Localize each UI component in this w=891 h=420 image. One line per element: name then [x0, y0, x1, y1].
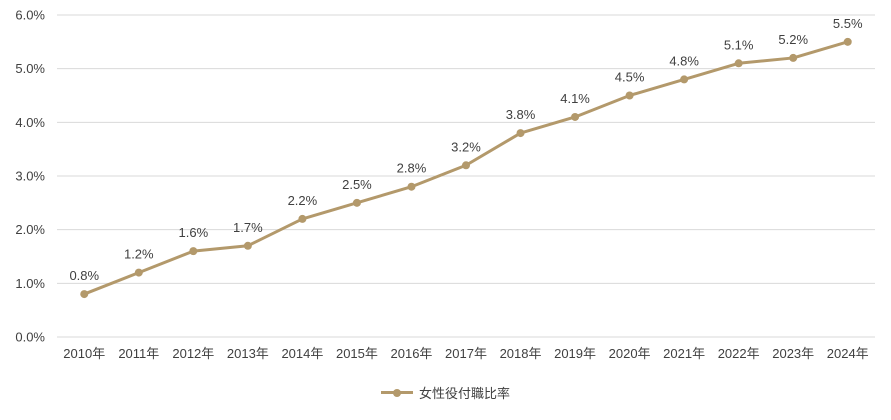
x-axis-tick-label: 2023年 [772, 346, 814, 361]
data-point-marker [680, 75, 689, 84]
y-axis-tick-label: 2.0% [15, 222, 45, 237]
data-label: 1.7% [233, 220, 263, 235]
data-point-marker [243, 241, 252, 250]
y-axis-tick-label: 4.0% [15, 115, 45, 130]
x-axis-tick-label: 2019年 [554, 346, 596, 361]
x-axis-tick-label: 2014年 [281, 346, 323, 361]
x-axis-tick-label: 2018年 [500, 346, 542, 361]
data-point-marker [789, 53, 798, 62]
data-label: 4.8% [669, 53, 699, 68]
data-label: 1.2% [124, 247, 154, 262]
data-point-marker [352, 198, 361, 207]
x-axis-tick-label: 2015年 [336, 346, 378, 361]
data-point-marker [462, 161, 470, 170]
x-axis-tick-label: 2017年 [445, 346, 487, 361]
y-axis-tick-label: 0.0% [15, 330, 45, 345]
data-label: 4.1% [560, 91, 590, 106]
data-label: 2.8% [397, 161, 427, 176]
data-point-marker [134, 268, 143, 277]
data-point-marker [571, 112, 580, 121]
legend-line-marker-icon [380, 388, 413, 397]
data-point-marker [80, 290, 89, 299]
data-label: 5.2% [778, 32, 808, 47]
y-axis-tick-label: 5.0% [15, 61, 45, 76]
data-point-marker [407, 182, 416, 191]
x-axis-tick-label: 2012年 [172, 346, 214, 361]
data-label: 4.5% [615, 70, 645, 85]
x-axis-tick-label: 2024年 [827, 346, 869, 361]
data-point-marker [516, 129, 525, 138]
y-axis-tick-label: 1.0% [15, 276, 45, 291]
legend: 女性役付職比率 [0, 383, 891, 402]
x-axis-tick-label: 2022年 [718, 346, 760, 361]
legend-dot [392, 388, 401, 397]
data-point-marker [734, 59, 743, 68]
data-label: 5.5% [833, 16, 863, 31]
data-label: 3.2% [451, 139, 481, 154]
data-label: 5.1% [724, 37, 754, 52]
x-axis-tick-label: 2011年 [118, 346, 159, 361]
data-point-marker [298, 214, 307, 223]
data-point-marker [843, 37, 852, 46]
data-label: 3.8% [506, 107, 536, 122]
y-axis-tick-label: 6.0% [15, 8, 45, 23]
x-axis-tick-label: 2013年 [227, 346, 269, 361]
data-label: 2.5% [342, 177, 372, 192]
data-point-marker [625, 91, 634, 100]
data-label: 0.8% [69, 268, 99, 283]
x-axis-tick-label: 2021年 [663, 346, 705, 361]
y-axis-tick-label: 3.0% [15, 169, 45, 184]
x-axis-tick-label: 2020年 [609, 346, 651, 361]
data-point-marker [189, 247, 198, 256]
x-axis-tick-label: 2016年 [391, 346, 433, 361]
data-label: 1.6% [179, 225, 209, 240]
x-axis-tick-label: 2010年 [63, 346, 105, 361]
data-label: 2.2% [288, 193, 318, 208]
legend-label: 女性役付職比率 [418, 386, 510, 401]
